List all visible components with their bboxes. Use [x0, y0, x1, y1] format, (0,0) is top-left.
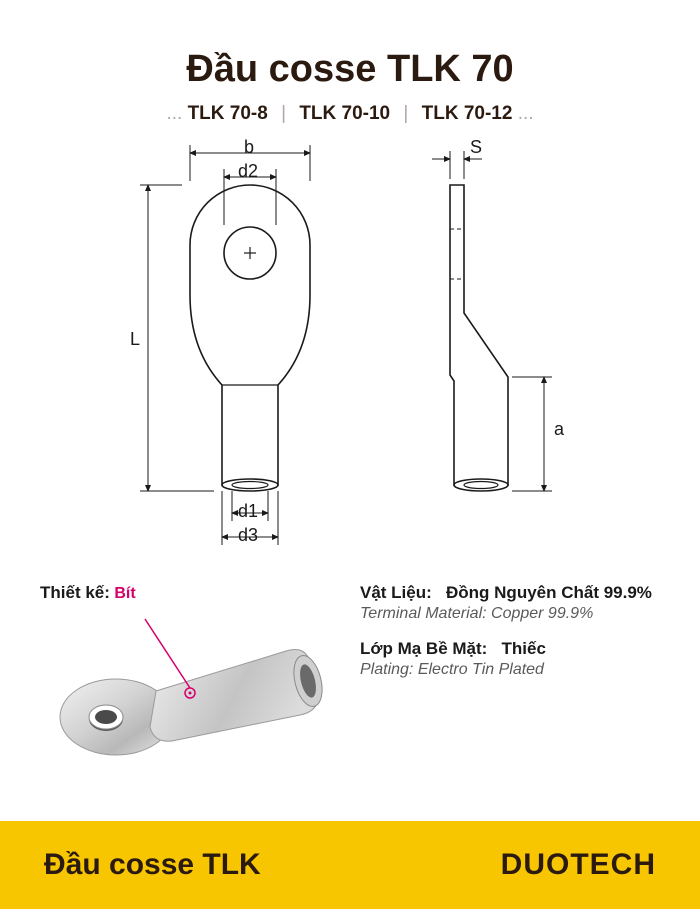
variant-2: TLK 70-12 [422, 103, 513, 124]
technical-diagram: b d2 L d1 d3 S a [0, 145, 700, 565]
spec-column: Vật Liệu: Đồng Nguyên Chất 99.9% Termina… [360, 583, 660, 778]
variant-1: TLK 70-10 [299, 103, 390, 124]
dim-b: b [244, 137, 254, 158]
page-title: Đầu cosse TLK 70 [0, 48, 700, 91]
design-label: Thiết kế: [40, 583, 110, 602]
footer-product: Đầu cosse TLK [44, 848, 261, 882]
diagram-svg [0, 145, 700, 565]
info-row: Thiết kế: Bít [0, 565, 700, 778]
design-line: Thiết kế: Bít [40, 583, 340, 603]
separator: | [403, 103, 408, 124]
variant-row: ... TLK 70-8 | TLK 70-10 | TLK 70-12 ... [0, 103, 700, 125]
footer-brand: DUOTECH [501, 848, 656, 882]
separator: | [281, 103, 286, 124]
material-label: Vật Liệu: [360, 583, 432, 602]
dim-S: S [470, 137, 482, 158]
dim-d2: d2 [238, 161, 258, 182]
plating-value: Thiếc [502, 639, 546, 658]
dim-d3: d3 [238, 525, 258, 546]
design-value: Bít [114, 585, 135, 602]
ellipsis-left: ... [166, 103, 182, 124]
dim-d1: d1 [238, 501, 258, 522]
ellipsis-right: ... [518, 103, 534, 124]
header: Đầu cosse TLK 70 ... TLK 70-8 | TLK 70-1… [0, 0, 700, 125]
lug-render-icon [40, 603, 330, 773]
footer-bar: Đầu cosse TLK DUOTECH [0, 821, 700, 909]
plating-line: Lớp Mạ Bề Mặt: Thiếc [360, 639, 660, 659]
material-value: Đồng Nguyên Chất 99.9% [446, 583, 652, 602]
plating-label: Lớp Mạ Bề Mặt: [360, 639, 487, 658]
dim-L: L [130, 329, 140, 350]
dim-a: a [554, 419, 564, 440]
material-en: Terminal Material: Copper 99.9% [360, 605, 660, 623]
plating-en: Plating: Electro Tin Plated [360, 661, 660, 679]
photo-column: Thiết kế: Bít [40, 583, 340, 778]
variant-0: TLK 70-8 [188, 103, 268, 124]
material-line: Vật Liệu: Đồng Nguyên Chất 99.9% [360, 583, 660, 603]
